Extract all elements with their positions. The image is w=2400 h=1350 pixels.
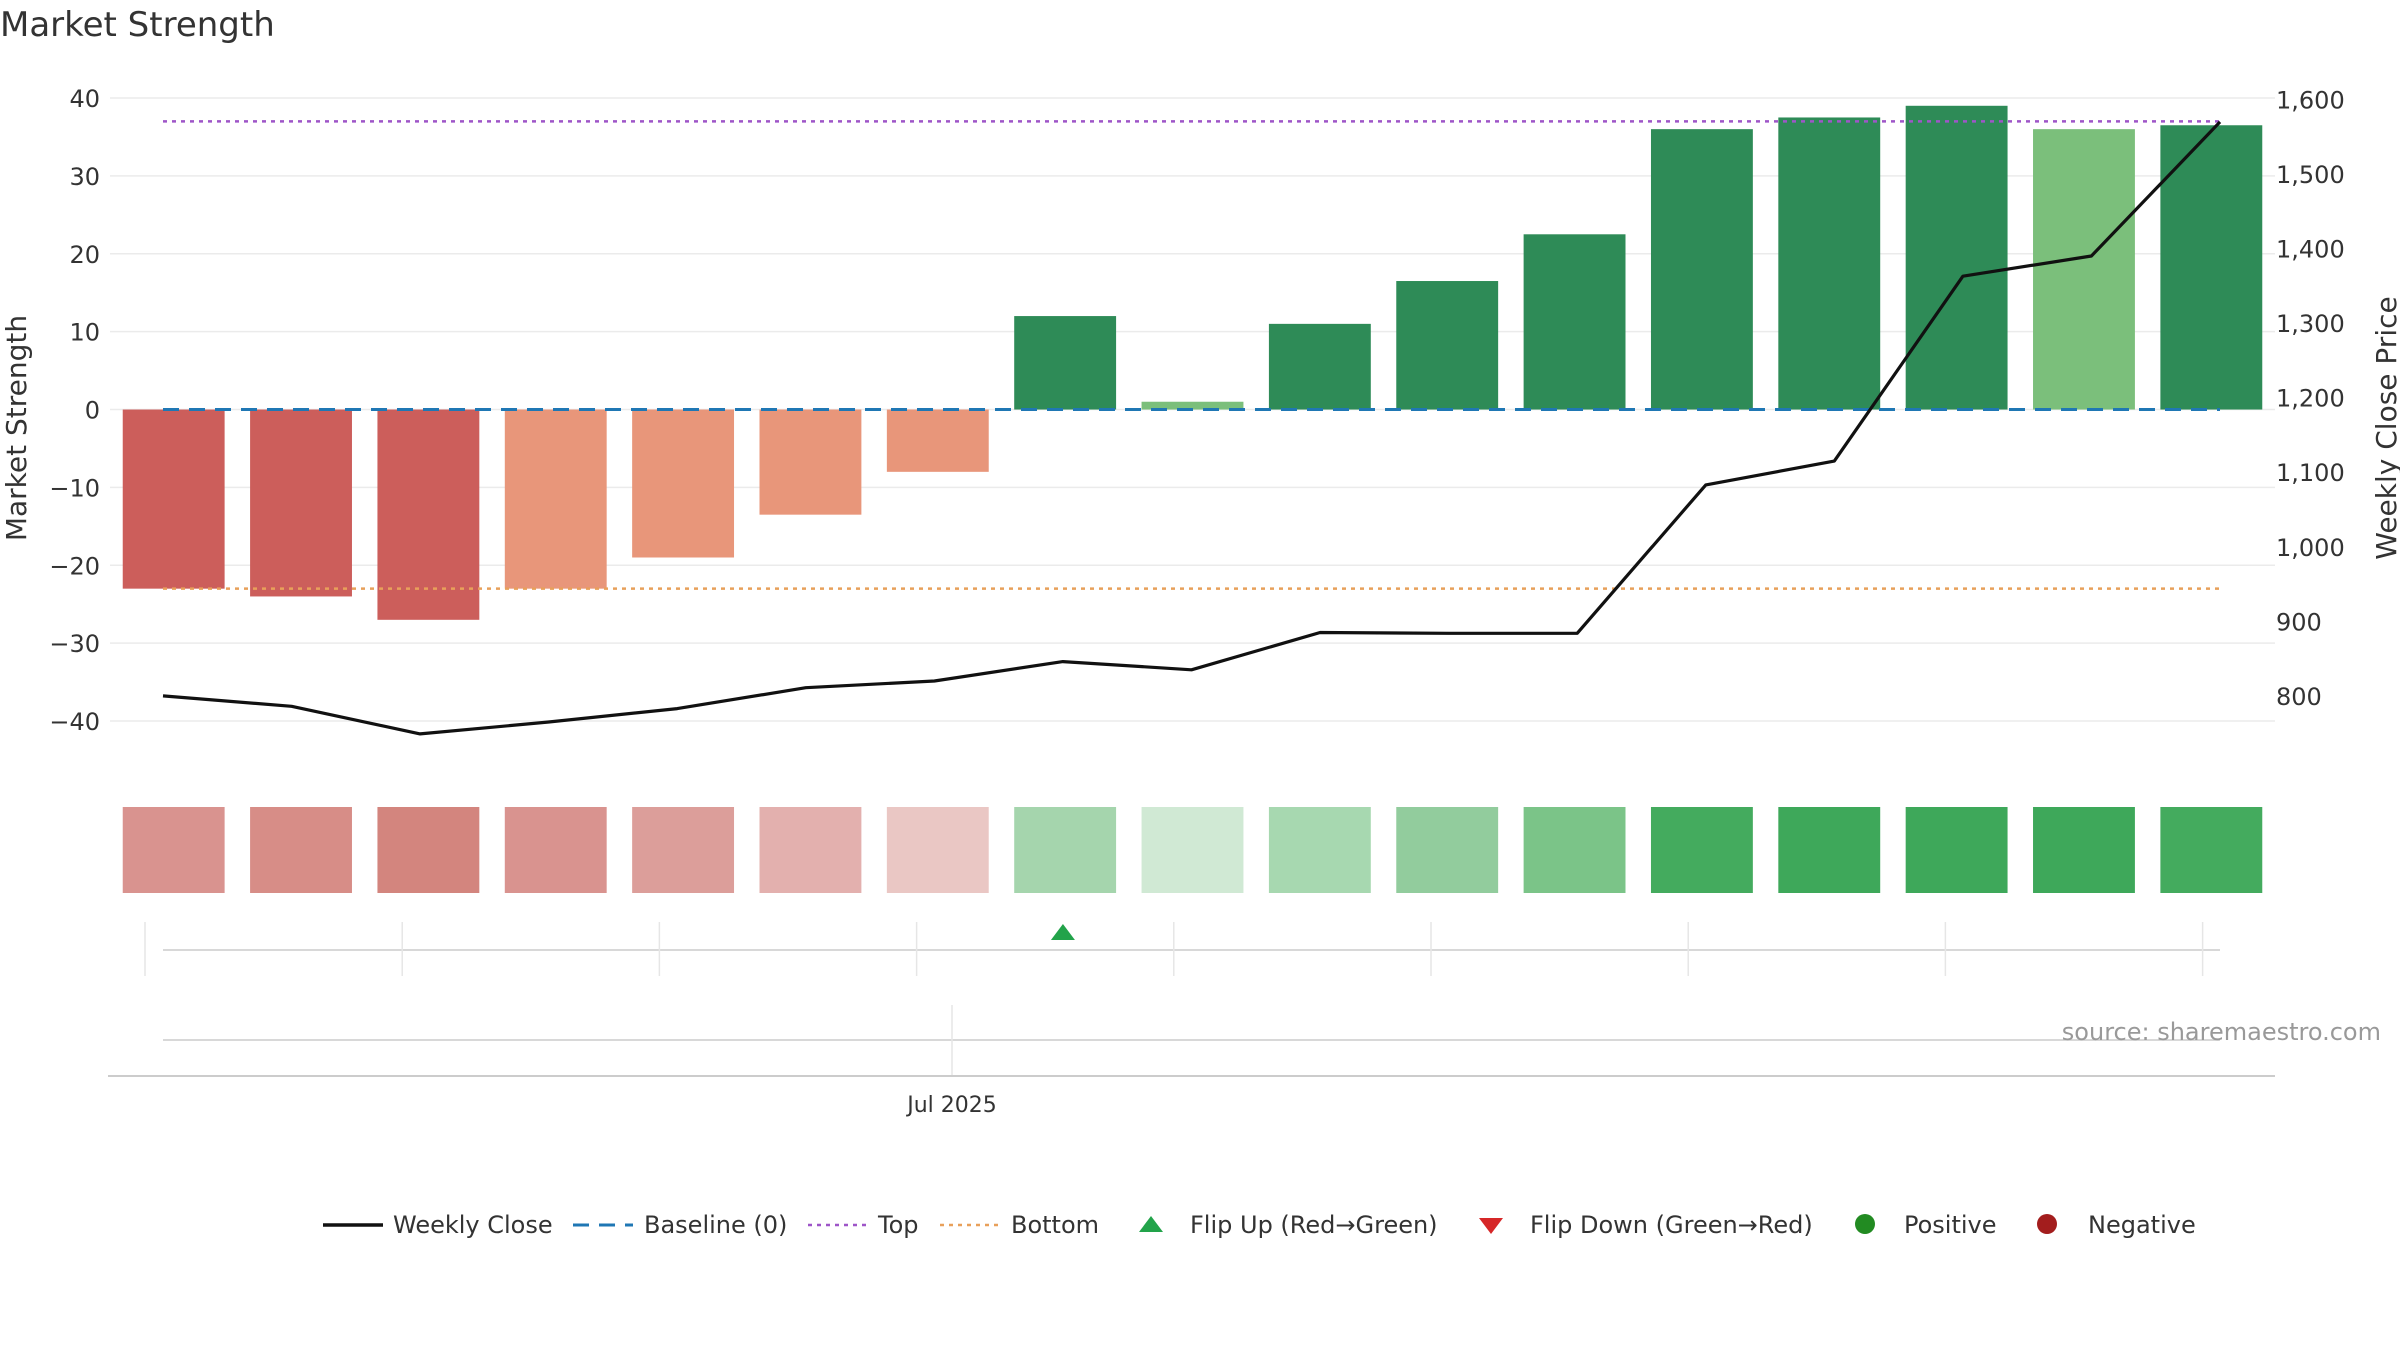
y2-tick-label: 1,100 (2276, 459, 2345, 487)
strength-bar (1905, 105, 2008, 410)
strength-bar (250, 409, 352, 597)
y-tick-label: −30 (49, 630, 100, 658)
legend-swatch-flip-down (1479, 1218, 1503, 1234)
strength-bar (2033, 129, 2135, 410)
strength-bar (1141, 401, 1244, 410)
timeline-axis: Jul 2025 (108, 1005, 2275, 1118)
flip-markers-panel (144, 922, 2220, 976)
y2-axis-title: Weekly Close Price (2370, 296, 2400, 559)
heat-cell (1396, 807, 1499, 893)
y-tick-label: −40 (49, 708, 100, 736)
legend: Weekly Close Baseline (0) Top Bottom Flip Up… (323, 1211, 2196, 1239)
y-axis-right: 1,600 1,500 1,400 1,300 1,200 1,100 1,000 900 80… (2276, 86, 2345, 710)
legend-label: Flip Down (Green→Red) (1530, 1211, 1813, 1239)
heat-cell (377, 807, 480, 893)
legend-swatch-negative (2037, 1214, 2057, 1234)
bars (122, 105, 2263, 620)
legend-label: Negative (2088, 1211, 2196, 1239)
y-axis-left: 40 30 20 10 0 −10 −20 −30 −40 (49, 85, 100, 736)
strength-heat-strip (122, 807, 2263, 893)
heat-cell (504, 807, 607, 893)
heat-cell (1268, 807, 1371, 893)
strength-bar (1396, 281, 1499, 410)
strength-bar (504, 409, 607, 589)
y-tick-label: 10 (69, 319, 100, 347)
strength-bar (377, 409, 480, 620)
heat-cell (759, 807, 862, 893)
y2-tick-label: 1,400 (2276, 236, 2345, 264)
y-tick-label: −20 (49, 552, 100, 580)
y-tick-label: 0 (85, 397, 100, 425)
heat-cell (1778, 807, 1881, 893)
y2-tick-label: 1,200 (2276, 385, 2345, 413)
source-credit: source: sharemaestro.com (2062, 1018, 2381, 1046)
y-axis-title: Market Strength (0, 315, 33, 541)
strength-bar (1650, 129, 1753, 410)
heat-cell (1141, 807, 1244, 893)
strength-bar (1778, 117, 1881, 410)
strength-bar (1014, 316, 1117, 410)
legend-label: Positive (1904, 1211, 1997, 1239)
weekly-close-line (162, 120, 2222, 736)
y2-tick-label: 1,300 (2276, 310, 2345, 338)
y2-tick-label: 800 (2276, 683, 2322, 711)
y2-tick-label: 1,000 (2276, 534, 2345, 562)
heat-cell (632, 807, 735, 893)
x-tick-label: Jul 2025 (905, 1093, 997, 1118)
weekly-close-series (162, 120, 2222, 736)
reference-lines (163, 120, 2220, 590)
legend-label: Top (877, 1211, 919, 1239)
strength-bar (759, 409, 862, 515)
heat-cell (2160, 807, 2263, 893)
legend-swatch-flip-up (1139, 1216, 1163, 1232)
legend-label: Bottom (1011, 1211, 1099, 1239)
y-tick-label: 20 (69, 241, 100, 269)
chart-title: Market Strength (0, 5, 275, 45)
y2-tick-label: 900 (2276, 608, 2322, 636)
legend-swatch-positive (1855, 1214, 1875, 1234)
heat-cell (122, 807, 225, 893)
flip-up-marker (1050, 924, 1075, 940)
legend-label: Flip Up (Red→Green) (1190, 1211, 1438, 1239)
legend-label: Baseline (0) (644, 1211, 787, 1239)
heat-cell (1905, 807, 2008, 893)
heat-cell (2033, 807, 2135, 893)
y-tick-label: 30 (69, 163, 100, 191)
strength-bar (1523, 234, 1626, 410)
strength-bar (1268, 323, 1371, 410)
heat-cell (250, 807, 352, 893)
heat-cell (1523, 807, 1626, 893)
strength-bar (886, 409, 989, 472)
legend-label: Weekly Close (393, 1211, 553, 1239)
heat-cell (1014, 807, 1117, 893)
strength-bar (2160, 125, 2263, 410)
y2-tick-label: 1,500 (2276, 161, 2345, 189)
y-tick-label: −10 (49, 474, 100, 502)
strength-bar (122, 409, 225, 589)
y-tick-label: 40 (69, 85, 100, 113)
heat-cell (1650, 807, 1753, 893)
strength-bar (632, 409, 735, 558)
y2-tick-label: 1,600 (2276, 86, 2345, 114)
heat-cell (886, 807, 989, 893)
